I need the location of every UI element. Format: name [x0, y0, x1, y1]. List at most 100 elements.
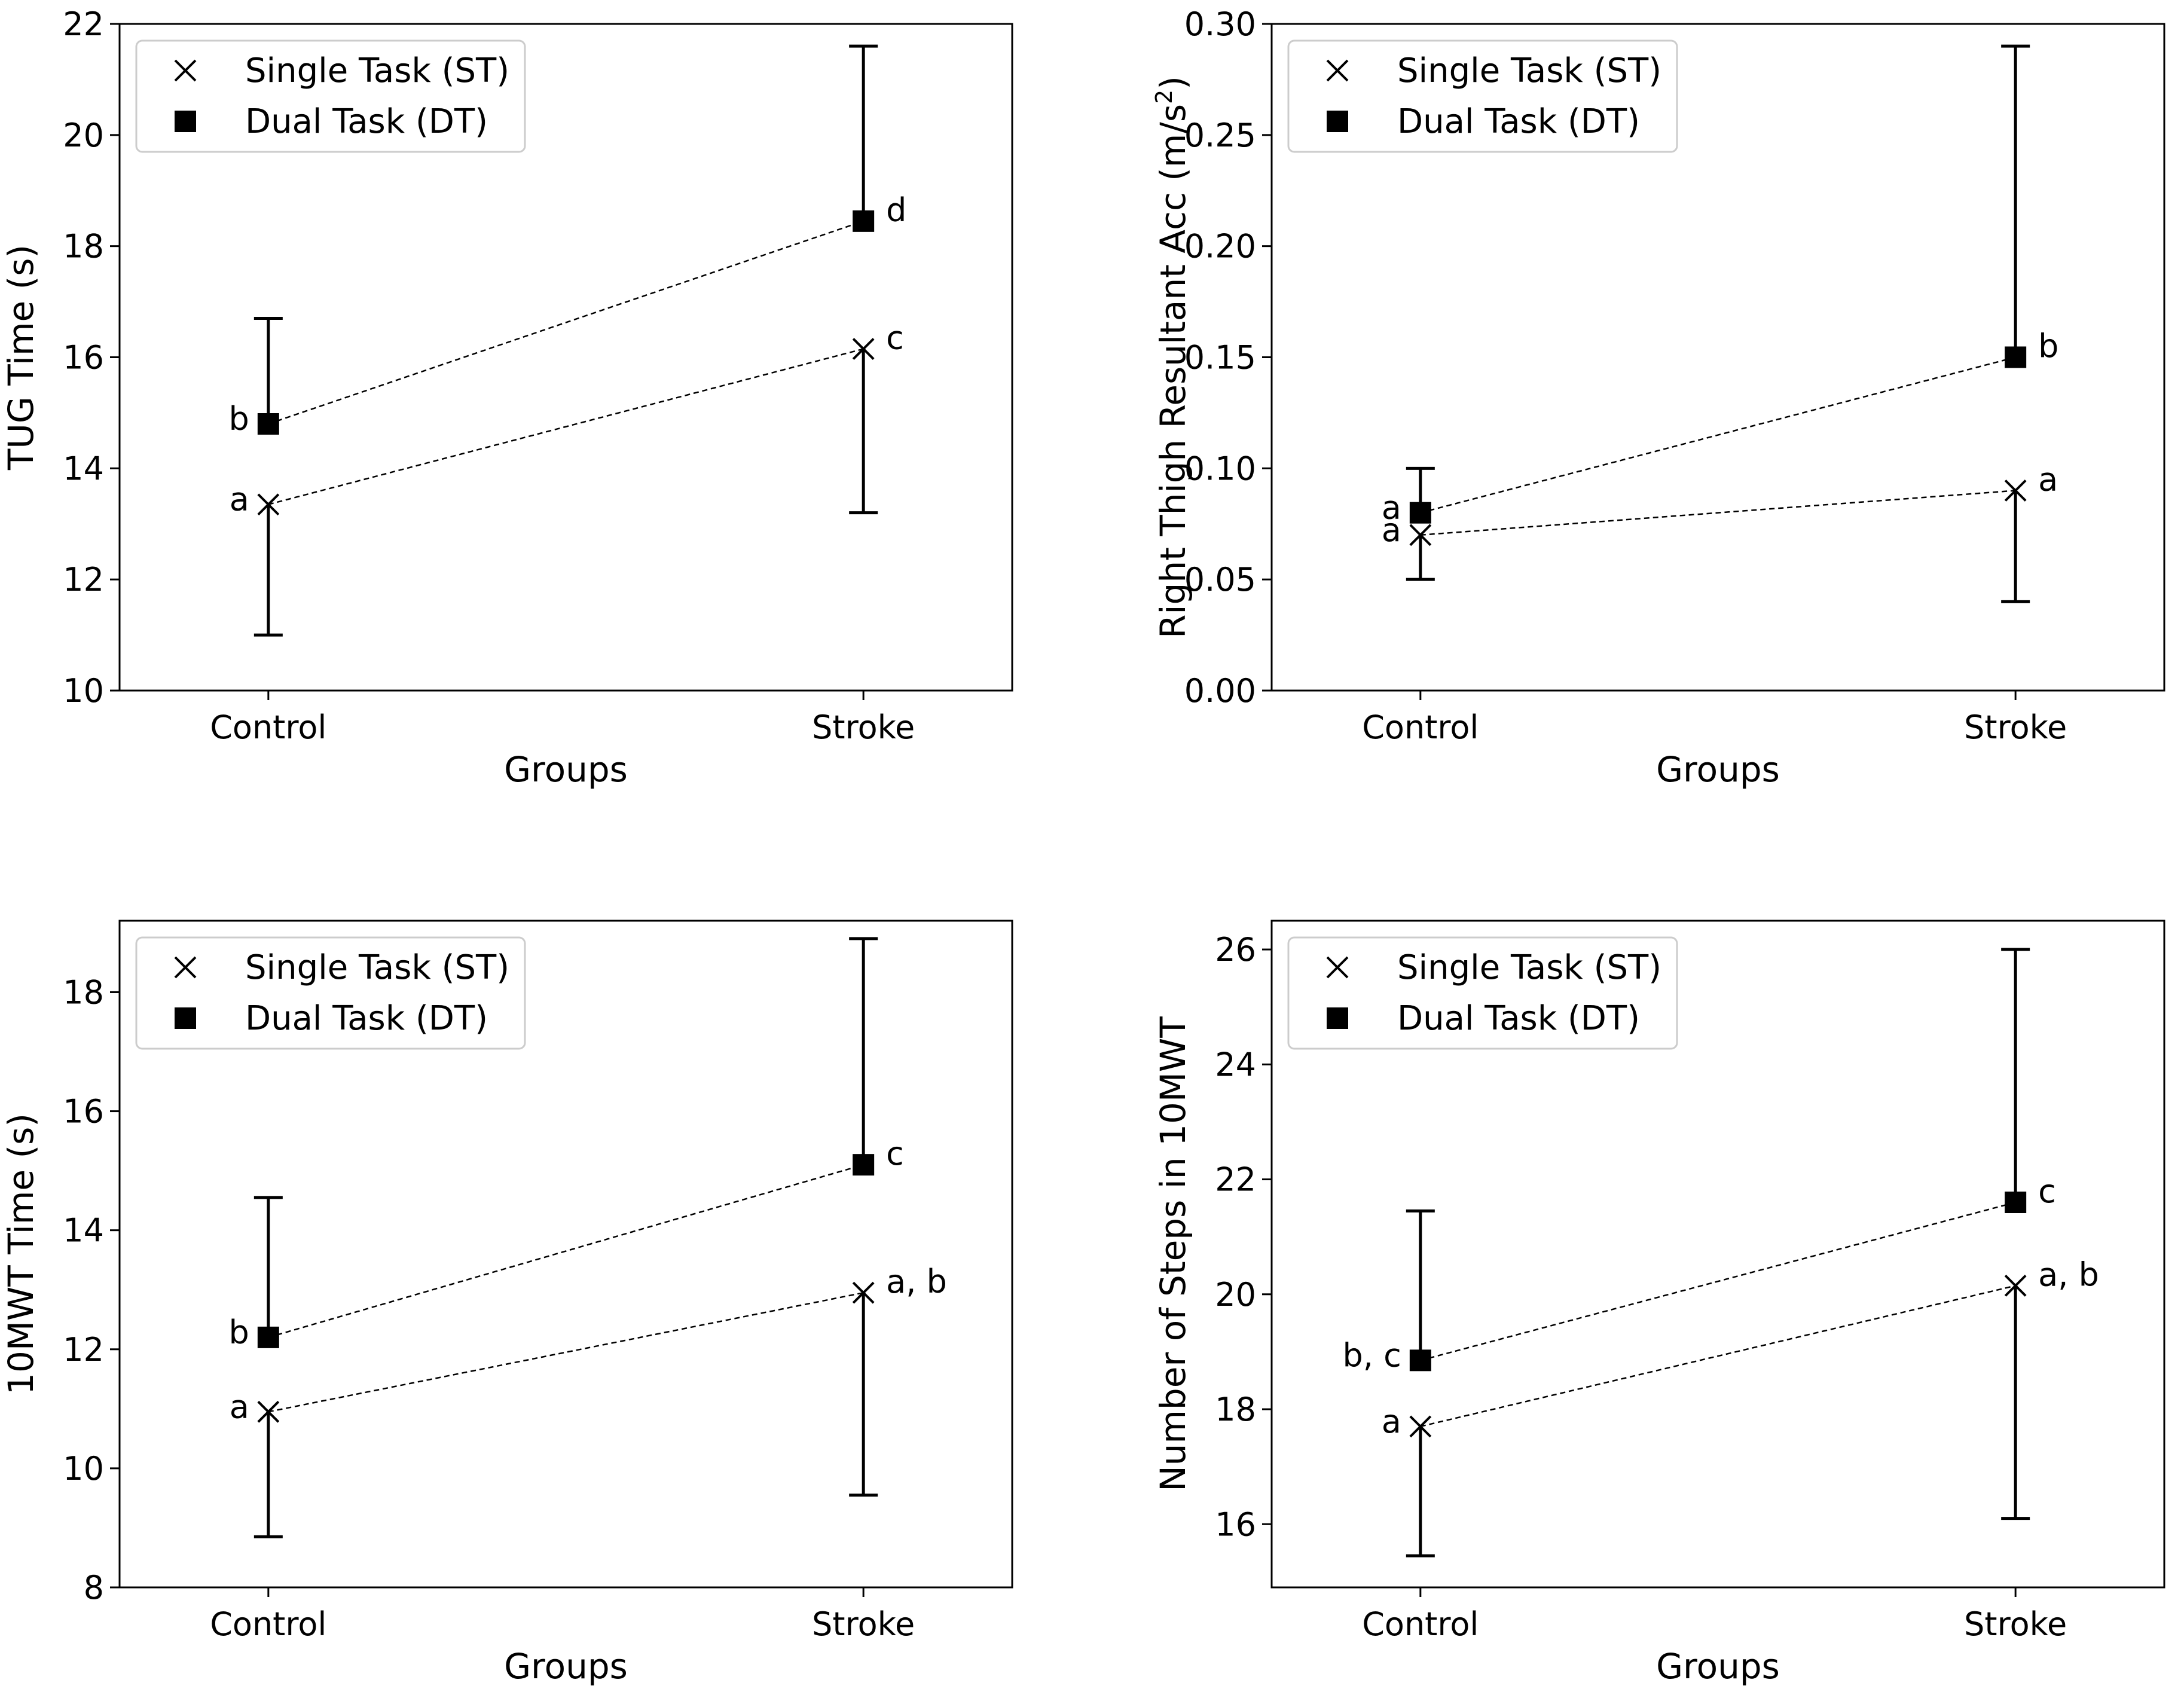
y-axis-title: TUG Time (s): [1, 245, 41, 471]
marker-square: [2005, 346, 2027, 368]
significance-label: c: [2038, 1172, 2056, 1210]
dashed-connector: [268, 1291, 864, 1413]
legend: Single Task (ST) Dual Task (DT): [1287, 936, 1678, 1050]
y-tick-label: 22: [63, 5, 104, 43]
series-single-task: a a, b: [230, 1263, 947, 1538]
legend-marker-square: [1327, 111, 1348, 132]
x-tick-label: Stroke: [812, 1605, 915, 1643]
y-axis-title: 10MWT Time (s): [1, 1113, 41, 1395]
significance-label: c: [886, 1135, 904, 1172]
y-tick-label: 18: [1215, 1391, 1256, 1428]
dashed-connector: [1420, 1201, 2016, 1361]
marker-square: [257, 1326, 279, 1348]
legend-box: [135, 39, 526, 153]
legend-label: Dual Task (DT): [1397, 102, 1640, 141]
y-tick-label: 12: [63, 561, 104, 598]
dashed-connector: [1420, 1285, 2016, 1428]
series-dual-task: bc: [229, 937, 904, 1351]
marker-square: [853, 1154, 875, 1176]
legend-box: [1287, 39, 1678, 153]
y-tick-label: 16: [1215, 1505, 1256, 1543]
legend-marker-square: [175, 1007, 196, 1029]
significance-label: a: [230, 481, 249, 518]
dashed-connector: [1420, 490, 2016, 536]
legend-label: Dual Task (DT): [1397, 999, 1640, 1038]
legend-label: Single Task (ST): [245, 948, 509, 987]
y-tick-label: 8: [84, 1569, 104, 1607]
y-axis-title-suffix: ): [1153, 76, 1193, 90]
legend-marker-square: [175, 111, 196, 132]
significance-label: a: [1382, 489, 1401, 527]
series-single-task: a a, b: [1382, 1256, 2099, 1557]
x-tick-label: Stroke: [812, 708, 915, 746]
marker-x: [1409, 1415, 1432, 1438]
series-dual-task: b, c c: [1343, 948, 2056, 1374]
x-tick-label: Control: [1362, 708, 1479, 746]
marker-x: [2004, 1274, 2027, 1297]
marker-x: [852, 338, 875, 360]
y-tick-label: 0.25: [1184, 117, 1256, 154]
significance-label: c: [886, 319, 904, 357]
legend-box: [1287, 936, 1678, 1050]
y-tick-label: 26: [1215, 931, 1256, 969]
marker-square: [1409, 502, 1431, 524]
y-tick-label: 12: [63, 1331, 104, 1369]
y-tick-label: 16: [63, 339, 104, 377]
x-tick-label: Control: [210, 708, 326, 746]
legend-marker-x: [174, 956, 197, 979]
significance-label: a: [2038, 461, 2058, 499]
chart-panel-4: 16 18 20 22 24 26 Control Stroke Groups Number of…: [1153, 920, 2165, 1687]
y-tick-label: 10: [63, 1450, 104, 1488]
marker-x: [257, 493, 280, 516]
legend-label: Single Task (ST): [1397, 51, 1661, 90]
y-tick-label: 10: [63, 672, 104, 710]
legend-label: Single Task (ST): [245, 51, 509, 90]
significance-label: a: [1382, 1403, 1401, 1440]
x-axis-title: Groups: [504, 749, 628, 790]
significance-label: a: [1382, 511, 1401, 549]
legend: Single Task (ST) Dual Task (DT): [1287, 39, 1678, 153]
x-tick-label: Stroke: [1964, 708, 2067, 746]
x-axis-title: Groups: [1656, 1646, 1780, 1687]
legend-marker-square: [1327, 1007, 1348, 1029]
marker-x: [1409, 524, 1432, 546]
significance-label: b: [229, 1314, 249, 1351]
dashed-connector: [268, 220, 864, 425]
legend-label: Dual Task (DT): [245, 102, 488, 141]
legend-marker-x: [1326, 956, 1349, 979]
chart-panel-1: 10 12 14 16 18 20 22 Control Stroke Groups TUG Tim…: [1, 5, 1013, 790]
y-axis-title: Number of Steps in 10MWT: [1153, 1016, 1193, 1492]
marker-x: [257, 1400, 280, 1423]
chart-panel-2: 0.00 0.05 0.10 0.15 0.20 0.25 0.30 Control Strok…: [1151, 5, 2165, 790]
y-tick-label: 14: [63, 450, 104, 487]
legend: Single Task (ST) Dual Task (DT): [135, 39, 526, 153]
significance-label: a, b: [2038, 1256, 2099, 1293]
y-axis-title-superscript: 2: [1151, 90, 1177, 104]
significance-label: a, b: [886, 1263, 947, 1300]
y-tick-label: 18: [63, 228, 104, 265]
dashed-connector: [268, 348, 864, 505]
legend-marker-x: [1326, 59, 1349, 82]
legend-label: Dual Task (DT): [245, 999, 488, 1038]
series-dual-task: ab: [1382, 44, 2058, 527]
legend: Single Task (ST) Dual Task (DT): [135, 936, 526, 1050]
series-single-task: ac: [230, 319, 904, 637]
x-axis-title: Groups: [504, 1646, 628, 1687]
y-tick-label: 0.05: [1184, 561, 1256, 598]
y-tick-label: 16: [63, 1093, 104, 1131]
y-tick-label: 20: [63, 117, 104, 154]
legend-marker-x: [174, 59, 197, 82]
dashed-connector: [1420, 356, 2016, 514]
dashed-connector: [268, 1163, 864, 1339]
legend-box: [135, 936, 526, 1050]
y-tick-label: 0.10: [1184, 450, 1256, 487]
x-axis-title: Groups: [1656, 749, 1780, 790]
significance-label: b, c: [1343, 1336, 1401, 1374]
marker-square: [853, 210, 875, 232]
y-tick-label: 18: [63, 973, 104, 1011]
series-single-task: aa: [1382, 461, 2058, 603]
significance-label: b: [2038, 328, 2058, 365]
y-tick-label: 22: [1215, 1161, 1256, 1199]
y-tick-label: 0.15: [1184, 339, 1256, 377]
